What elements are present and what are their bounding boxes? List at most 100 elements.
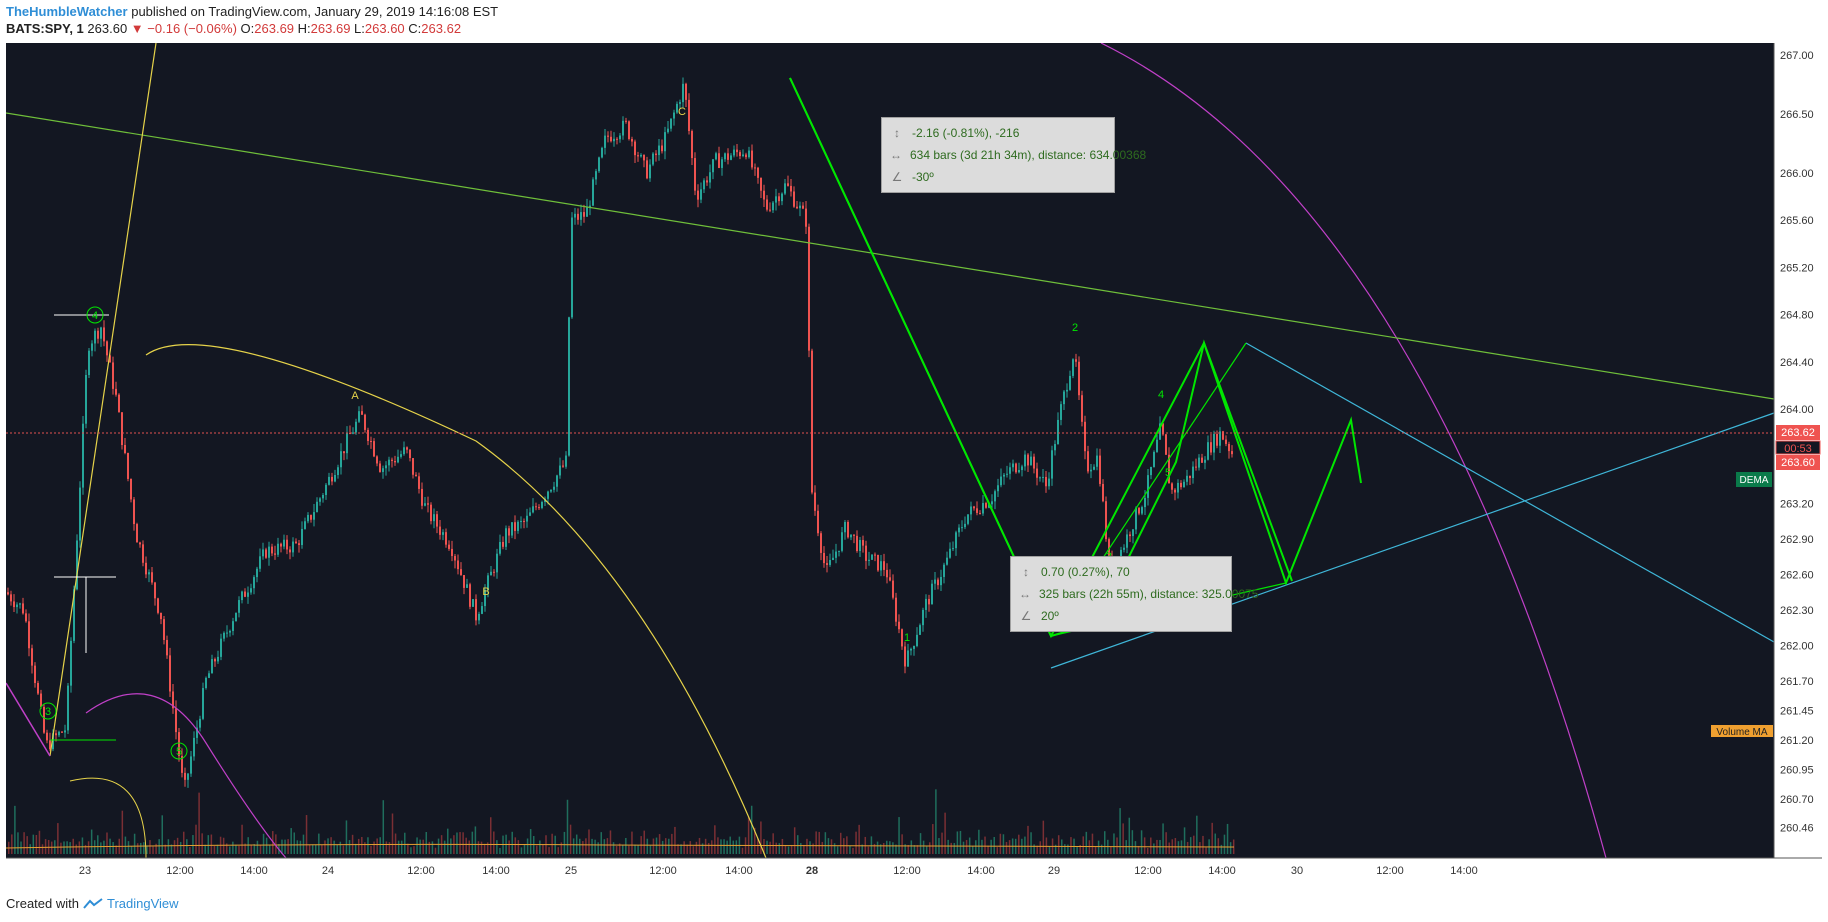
volume-bar (75, 844, 78, 854)
candle-body (934, 579, 936, 584)
volume-bar (956, 831, 959, 854)
volume-bar (35, 835, 38, 854)
volume-bar (873, 843, 876, 854)
candle-body (703, 180, 705, 190)
candle-body (1189, 475, 1191, 479)
volume-bar (318, 833, 320, 854)
time-tick-label: 12:00 (407, 865, 435, 877)
volume-bar (130, 846, 133, 854)
candle-body (961, 527, 963, 529)
candle-body (421, 488, 423, 506)
volume-bar (287, 839, 289, 854)
volume-bar (1211, 822, 1213, 854)
volume-bar (167, 839, 170, 854)
candle-body (346, 433, 348, 454)
candle-body (898, 621, 900, 630)
measure-row-price: ↕ 0.70 (0.27%), 70 (1019, 561, 1223, 583)
tradingview-link[interactable]: TradingView (106, 896, 179, 911)
volume-bar (195, 824, 197, 854)
candle-body (196, 727, 198, 738)
candle-body (1195, 466, 1197, 468)
candle-body (172, 691, 174, 709)
candle-body (997, 485, 999, 492)
candle-body (802, 205, 804, 209)
candle-body (1126, 534, 1128, 548)
volume-bar (572, 838, 575, 854)
volume-bar (692, 846, 695, 854)
candle-body (484, 590, 486, 607)
price-axis[interactable]: 267.00 266.50 266.00 265.60 265.20 264.80 264.… (1780, 50, 1814, 834)
volume-bar (615, 845, 618, 854)
candle-body (733, 149, 735, 156)
candle-body (862, 540, 864, 546)
candle-body (73, 589, 75, 641)
candle-body (490, 571, 492, 576)
volume-bar (769, 841, 771, 854)
time-axis[interactable]: 23 12:00 14:00 24 12:00 14:00 25 12:00 14:00 28 12… (79, 865, 1478, 877)
candle-body (532, 506, 534, 513)
wave-label: 5 (1165, 467, 1171, 479)
candle-body (952, 548, 954, 550)
volume-bar (348, 840, 351, 854)
volume-bar (763, 839, 765, 854)
candle-body (496, 553, 498, 573)
volume-bar (367, 837, 369, 854)
volume-bar (262, 833, 265, 854)
candle-body (1192, 466, 1194, 479)
volume-bar (385, 841, 388, 854)
volume-bar (588, 829, 590, 854)
candle-body (1171, 483, 1173, 490)
open-label: O: (240, 21, 255, 36)
candle-body (874, 554, 876, 556)
measure-box-2[interactable]: ↕ 0.70 (0.27%), 70 ↔ 325 bars (22h 55m), d… (1010, 556, 1258, 632)
candle-body (235, 612, 237, 622)
volume-bar (606, 838, 609, 854)
wave-label-circle (39, 702, 57, 720)
candle-body (334, 475, 336, 482)
volume-bar (683, 841, 685, 854)
candle-body (274, 553, 276, 555)
volume-bar (661, 840, 664, 854)
candle-body (136, 524, 138, 543)
volume-bar (634, 844, 636, 854)
volume-bar (388, 842, 391, 854)
candle-body (442, 532, 444, 535)
candle-body (49, 740, 51, 750)
volume-bar (486, 842, 489, 854)
volume-bar (839, 832, 842, 854)
candle-body (907, 650, 909, 667)
candle-body (388, 459, 390, 466)
candle-body (616, 138, 618, 140)
candle-body (466, 584, 468, 588)
candle-body (535, 506, 537, 508)
candle-body (706, 180, 708, 183)
last-price-tag (1776, 455, 1820, 470)
volume-bar (760, 821, 762, 854)
volume-bar (428, 841, 431, 854)
volume-bar (971, 845, 974, 854)
candle-body (1183, 481, 1185, 488)
volume-bar (32, 834, 35, 854)
candle-body (184, 772, 186, 780)
candle-body (820, 533, 822, 553)
candle-body (1027, 454, 1029, 466)
candle-body (220, 638, 222, 657)
volume-bar (658, 834, 661, 854)
wave-label: B (482, 586, 489, 598)
volume-bar (1199, 842, 1201, 854)
candle-body (814, 492, 816, 511)
candle-body (187, 773, 189, 780)
author-name[interactable]: TheHumbleWatcher (6, 4, 128, 19)
volume-bar (892, 842, 894, 854)
volume-bar (511, 831, 513, 854)
candle-body (883, 561, 885, 570)
candle-body (811, 350, 813, 493)
measure-box-1[interactable]: ↕ -2.16 (-0.81%), -216 ↔ 634 bars (3d 21h … (881, 117, 1146, 193)
volume-bar (90, 829, 93, 854)
candle-body (121, 412, 123, 446)
candle-body (451, 548, 453, 557)
candle-body (505, 528, 507, 547)
measure-bars: 634 bars (3d 21h 34m), distance: 634.003… (910, 148, 1147, 162)
candle-body (1006, 473, 1008, 475)
volume-bar (898, 817, 900, 854)
